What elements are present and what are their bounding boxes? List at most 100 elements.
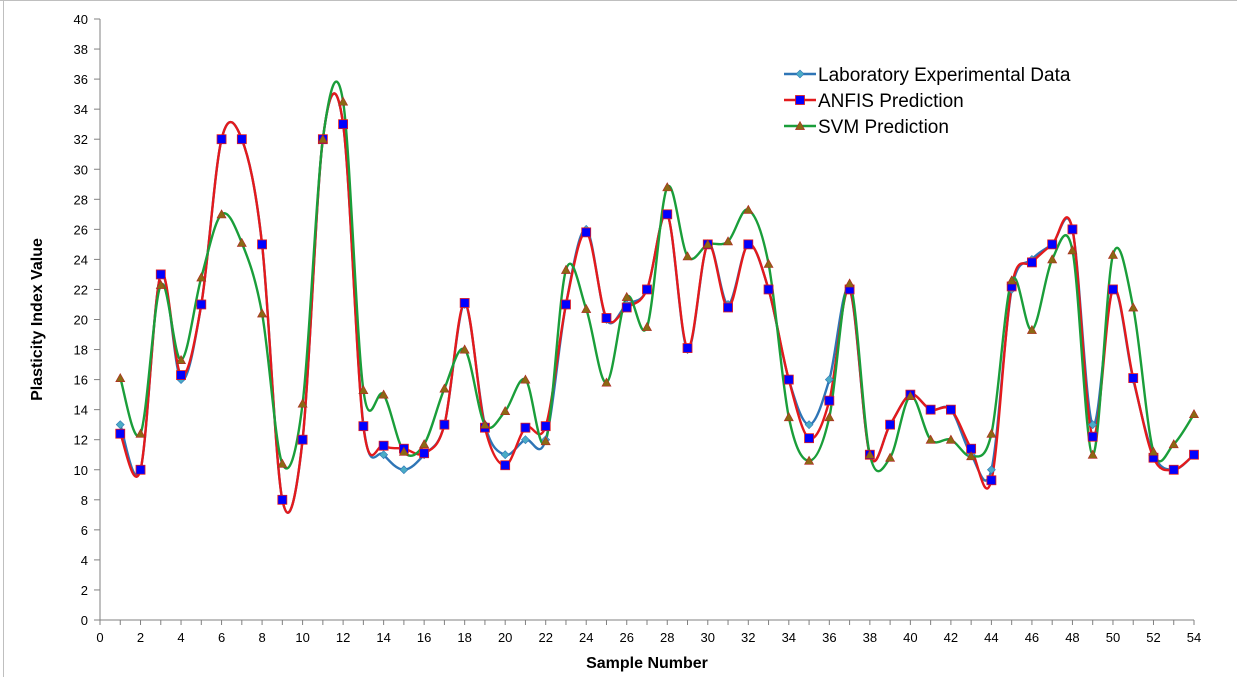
x-tick-label: 50 — [1106, 630, 1120, 645]
data-point-svm-prediction — [885, 452, 896, 462]
x-tick-label: 28 — [660, 630, 674, 645]
data-point-svm-prediction — [945, 434, 956, 444]
data-point-anfis-prediction — [277, 494, 288, 505]
data-point-svm-prediction — [966, 451, 977, 461]
data-point-anfis-prediction — [1087, 431, 1098, 442]
data-point-svm-prediction — [479, 419, 490, 429]
data-point-anfis-prediction — [986, 475, 997, 486]
y-tick-label: 32 — [74, 132, 88, 147]
series-lines — [119, 80, 1196, 514]
legend-marker-laboratory-experimental-data — [795, 69, 805, 79]
data-point-anfis-prediction — [885, 419, 896, 430]
x-tick-label: 14 — [376, 630, 390, 645]
x-tick-label: 24 — [579, 630, 593, 645]
data-point-laboratory-experimental-data — [399, 465, 409, 475]
data-point-anfis-prediction — [236, 134, 247, 145]
legend-label: SVM Prediction — [818, 117, 949, 138]
y-tick-label: 26 — [74, 222, 88, 237]
y-tick-label: 36 — [74, 72, 88, 87]
x-tick-label: 12 — [336, 630, 350, 645]
data-point-svm-prediction — [560, 264, 571, 274]
data-point-svm-prediction — [682, 251, 693, 261]
x-tick-label: 36 — [822, 630, 836, 645]
data-point-svm-prediction — [621, 291, 632, 301]
x-tick-label: 20 — [498, 630, 512, 645]
data-point-svm-prediction — [1087, 449, 1098, 459]
y-tick-label: 30 — [74, 162, 88, 177]
y-tick-label: 20 — [74, 313, 88, 328]
y-tick-label: 24 — [74, 252, 88, 267]
data-point-anfis-prediction — [257, 239, 267, 250]
data-point-svm-prediction — [338, 96, 349, 106]
data-point-svm-prediction — [257, 308, 268, 318]
data-point-svm-prediction — [135, 428, 146, 438]
x-tick-label: 52 — [1146, 630, 1160, 645]
data-point-svm-prediction — [864, 449, 875, 459]
data-point-laboratory-experimental-data — [379, 450, 389, 460]
data-point-svm-prediction — [176, 354, 187, 364]
legend-label: ANFIS Prediction — [818, 91, 964, 112]
data-point-laboratory-experimental-data — [1088, 420, 1098, 430]
x-tick-label: 54 — [1187, 630, 1201, 645]
data-point-anfis-prediction — [925, 404, 936, 415]
data-point-svm-prediction — [763, 258, 774, 268]
data-point-svm-prediction — [905, 391, 916, 401]
x-tick-label: 34 — [782, 630, 796, 645]
legend-marker-anfis-prediction — [795, 95, 805, 105]
data-point-svm-prediction — [925, 434, 936, 444]
x-tick-label: 18 — [457, 630, 471, 645]
data-point-svm-prediction — [662, 182, 673, 192]
series-markers — [115, 96, 1200, 505]
data-point-svm-prediction — [398, 446, 409, 456]
data-point-svm-prediction — [540, 436, 551, 446]
data-point-anfis-prediction — [135, 464, 146, 475]
data-point-svm-prediction — [439, 383, 450, 393]
x-tick-label: 38 — [863, 630, 877, 645]
data-point-svm-prediction — [459, 344, 470, 354]
data-point-anfis-prediction — [621, 302, 632, 313]
data-point-svm-prediction — [1148, 446, 1159, 456]
data-point-svm-prediction — [1047, 254, 1058, 264]
data-point-anfis-prediction — [1108, 284, 1118, 295]
y-tick-label: 22 — [74, 282, 88, 297]
data-point-laboratory-experimental-data — [986, 465, 996, 475]
y-tick-label: 18 — [74, 343, 88, 358]
data-point-svm-prediction — [500, 406, 511, 416]
data-point-svm-prediction — [520, 374, 531, 384]
data-point-anfis-prediction — [500, 460, 511, 471]
x-tick-label: 8 — [258, 630, 265, 645]
y-tick-label: 40 — [74, 12, 88, 27]
data-point-anfis-prediction — [1047, 239, 1058, 250]
data-point-anfis-prediction — [1168, 464, 1179, 475]
data-point-anfis-prediction — [642, 284, 652, 295]
x-tick-label: 46 — [1025, 630, 1039, 645]
data-point-anfis-prediction — [115, 428, 126, 439]
data-point-svm-prediction — [297, 398, 308, 408]
data-point-laboratory-experimental-data — [115, 420, 125, 430]
data-point-anfis-prediction — [561, 299, 571, 310]
legend-marker-svm-prediction — [794, 120, 806, 130]
y-tick-label: 14 — [74, 403, 88, 418]
legend: Laboratory Experimental Data ANFIS Predic… — [784, 65, 1071, 138]
data-point-anfis-prediction — [1067, 224, 1078, 235]
data-point-anfis-prediction — [743, 239, 754, 250]
data-point-anfis-prediction — [358, 421, 369, 432]
data-point-svm-prediction — [1168, 439, 1179, 449]
x-tick-label: 6 — [218, 630, 225, 645]
y-axis-title: Plasticity Index Value — [29, 238, 46, 401]
series-line-anfis-prediction — [119, 92, 1195, 514]
data-point-anfis-prediction — [824, 395, 835, 406]
data-point-svm-prediction — [844, 278, 855, 288]
x-tick-label: 40 — [903, 630, 917, 645]
data-point-svm-prediction — [358, 384, 369, 395]
x-axis-title: Sample Number — [586, 655, 708, 672]
data-point-svm-prediction — [783, 412, 794, 422]
series-line-laboratory-experimental-data — [119, 92, 1195, 514]
x-tick-label: 16 — [417, 630, 431, 645]
x-tick-label: 32 — [741, 630, 755, 645]
data-point-svm-prediction — [1107, 249, 1118, 259]
data-point-anfis-prediction — [338, 119, 349, 130]
